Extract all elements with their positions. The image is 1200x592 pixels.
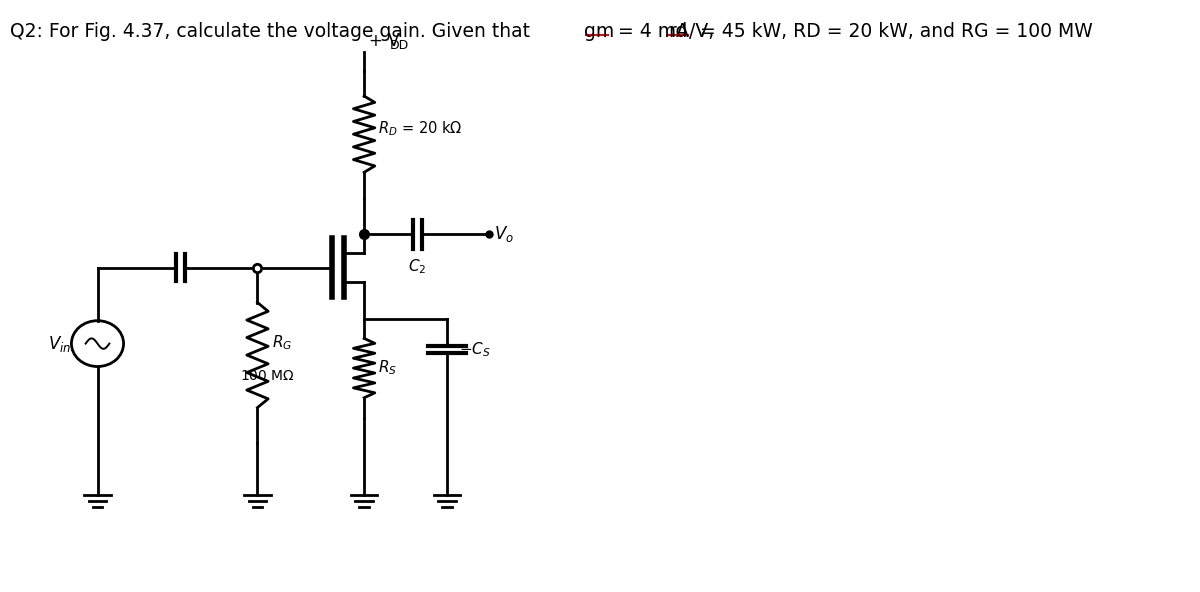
Text: $R_D$ = 20 k$\Omega$: $R_D$ = 20 k$\Omega$ <box>378 120 463 139</box>
Text: = 4 mA/V,: = 4 mA/V, <box>612 22 720 41</box>
Text: $-C_S$: $-C_S$ <box>458 340 491 359</box>
Text: Q2: For Fig. 4.37, calculate the voltage gain. Given that: Q2: For Fig. 4.37, calculate the voltage… <box>10 22 535 41</box>
Text: DD: DD <box>390 39 409 52</box>
Text: $R_S$: $R_S$ <box>378 359 397 378</box>
Text: 100 M$\Omega$: 100 M$\Omega$ <box>240 369 295 383</box>
Text: $V_o$: $V_o$ <box>494 224 515 244</box>
Text: gm: gm <box>584 22 614 41</box>
Text: $R_G$: $R_G$ <box>271 333 292 352</box>
Text: + V: + V <box>368 32 400 50</box>
Text: $C_2$: $C_2$ <box>408 257 427 276</box>
Text: $V_{in}$: $V_{in}$ <box>48 334 71 353</box>
Text: rd: rd <box>668 22 688 41</box>
Text: = 45 kW, RD = 20 kW, and RG = 100 MW: = 45 kW, RD = 20 kW, and RG = 100 MW <box>694 22 1092 41</box>
